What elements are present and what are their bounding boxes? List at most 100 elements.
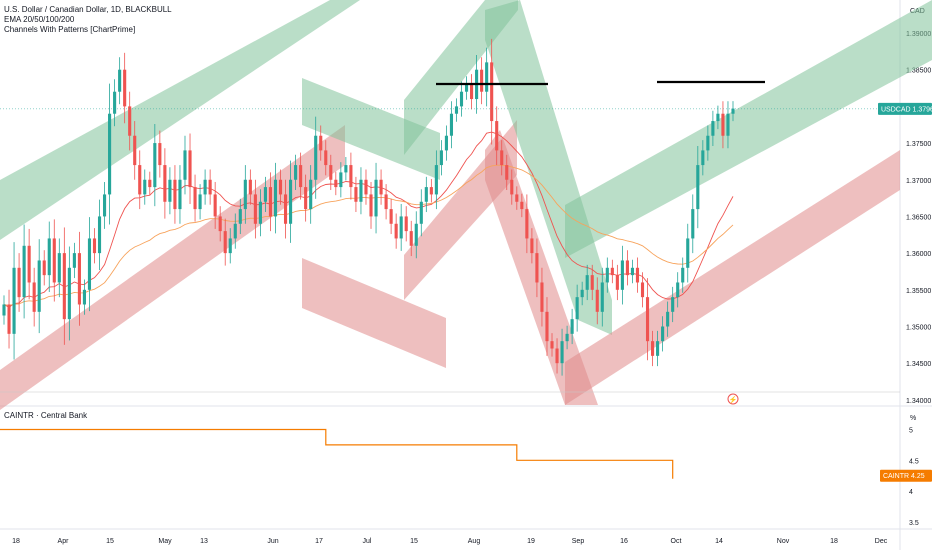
candle-body	[419, 201, 423, 224]
candle-body	[72, 253, 76, 268]
candle-body	[656, 341, 660, 356]
candle-body	[27, 245, 31, 283]
candle-body	[263, 187, 267, 202]
rate-tick-label: 3.5	[909, 520, 919, 527]
candle-body	[108, 113, 112, 195]
candle-body	[580, 289, 584, 298]
candle-body	[278, 179, 283, 195]
candle-body	[188, 150, 192, 188]
time-tick-label: 15	[410, 538, 418, 545]
candle-body	[52, 238, 56, 283]
earnings-flag-icon	[727, 393, 739, 405]
candle-body	[349, 165, 353, 188]
candle-body	[389, 209, 393, 224]
candle-body	[555, 348, 559, 364]
candle-body	[530, 238, 534, 254]
candle-body	[299, 165, 303, 188]
sub-pane-unit: %	[910, 415, 916, 422]
time-tick-label: Jun	[267, 538, 278, 545]
candle-body	[178, 179, 182, 210]
candle-body	[253, 194, 257, 224]
chart-legend: U.S. Dollar / Canadian Dollar, 1D, BLACK…	[4, 5, 172, 35]
candle-body	[711, 121, 715, 136]
candle-body	[339, 172, 343, 188]
price-tick-label: 1.36500	[906, 214, 931, 221]
candle-body	[490, 62, 494, 122]
candle-body	[113, 91, 117, 114]
candle-body	[369, 194, 373, 217]
candle-body	[344, 165, 348, 173]
candle-body	[359, 179, 363, 202]
candle-body	[102, 194, 107, 217]
candle-body	[726, 113, 730, 136]
sub-pane-title[interactable]: CAINTR · Central Bank	[4, 411, 88, 420]
candle-body	[97, 216, 102, 254]
candle-body	[243, 179, 247, 210]
price-tick-label: 1.37000	[906, 178, 931, 185]
candle-body	[681, 267, 685, 283]
candle-body	[505, 165, 509, 180]
candle-body	[213, 194, 217, 217]
ema-indicator-label[interactable]: EMA 20/50/100/200	[4, 15, 75, 24]
time-tick-label: 17	[315, 538, 323, 545]
candle-body	[640, 282, 645, 298]
candle-body	[223, 231, 227, 254]
candle-body	[77, 253, 81, 305]
candle-body	[645, 297, 650, 342]
time-tick-label: Sep	[572, 538, 585, 545]
candle-body	[696, 165, 700, 210]
candle-body	[118, 69, 122, 92]
channels-indicator-label[interactable]: Channels With Patterns [ChartPrime]	[4, 25, 136, 34]
symbol-title[interactable]: U.S. Dollar / Canadian Dollar, 1D, BLACK…	[4, 5, 172, 14]
channel-red-jul	[302, 258, 446, 368]
candle-body	[128, 106, 132, 136]
rate-tick-label: 4	[909, 489, 913, 496]
central-bank-rate-line	[0, 428, 674, 479]
channel-green-jul	[302, 78, 440, 180]
rate-tag	[880, 469, 932, 482]
candle-body	[671, 297, 675, 312]
candle-body	[42, 260, 46, 276]
candle-body	[283, 194, 288, 224]
candle-body	[590, 275, 594, 290]
candle-body	[67, 267, 71, 320]
candle-body	[233, 223, 237, 239]
channel-green-oct	[565, 0, 932, 258]
price-tick-label: 1.37500	[906, 141, 931, 148]
candle-body	[22, 245, 26, 298]
time-tick-label: Apr	[58, 538, 70, 545]
candle-body	[464, 84, 469, 92]
last-price-tag-text: USDCAD 1.37966	[881, 106, 932, 113]
candle-body	[676, 282, 680, 298]
candle-body	[686, 238, 690, 268]
candle-body	[691, 209, 695, 239]
candle-body	[449, 113, 454, 136]
candle-body	[17, 267, 21, 298]
candle-body	[404, 216, 408, 232]
candle-body	[163, 165, 167, 202]
candle-body	[409, 231, 413, 246]
candle-body	[309, 179, 313, 210]
time-tick-label: Aug	[468, 538, 481, 545]
candle-body	[319, 135, 323, 151]
rate-tick-label: 5	[909, 428, 913, 435]
candle-body	[228, 238, 232, 254]
candle-body	[434, 165, 438, 195]
rate-tag-text: CAINTR 4.25	[883, 473, 925, 480]
candle-body	[238, 209, 242, 224]
candle-body	[158, 143, 162, 166]
candle-body	[414, 223, 418, 246]
ema-slow-line	[3, 164, 734, 307]
price-tick-label: 1.35500	[906, 288, 931, 295]
candle-body	[334, 179, 338, 188]
last-price-tag	[878, 102, 932, 115]
candle-body	[268, 187, 273, 217]
candle-body	[716, 113, 720, 122]
candle-body	[384, 194, 388, 210]
candle-body	[379, 179, 383, 195]
candle-body	[47, 238, 51, 276]
price-tick-label: 1.34500	[906, 361, 931, 368]
candle-body	[203, 179, 207, 195]
candle-body	[394, 223, 398, 239]
